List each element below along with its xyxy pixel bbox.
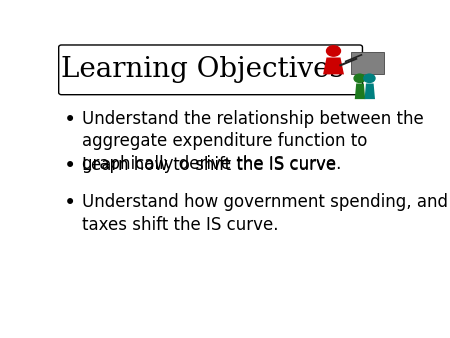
Text: Learning Objectives: Learning Objectives <box>61 56 344 83</box>
Text: •: • <box>64 193 76 213</box>
Bar <box>351 52 384 74</box>
Circle shape <box>364 74 375 82</box>
Polygon shape <box>355 83 365 99</box>
FancyBboxPatch shape <box>58 45 362 95</box>
Text: •: • <box>64 156 76 176</box>
Polygon shape <box>364 83 375 99</box>
Text: Understand how government spending, and
taxes shift the IS curve.: Understand how government spending, and … <box>82 193 448 234</box>
Circle shape <box>327 46 341 56</box>
Polygon shape <box>323 57 344 74</box>
Circle shape <box>354 74 365 82</box>
Text: Learn how to shift the IS curve: Learn how to shift the IS curve <box>82 156 337 174</box>
Text: •: • <box>64 110 76 129</box>
Text: Understand the relationship between the
aggregate expenditure function to
graphi: Understand the relationship between the … <box>82 110 424 173</box>
